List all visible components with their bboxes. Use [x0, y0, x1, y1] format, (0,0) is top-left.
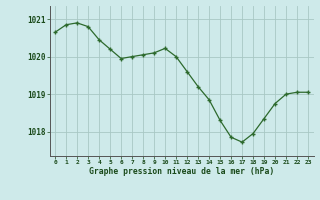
- X-axis label: Graphe pression niveau de la mer (hPa): Graphe pression niveau de la mer (hPa): [89, 167, 274, 176]
